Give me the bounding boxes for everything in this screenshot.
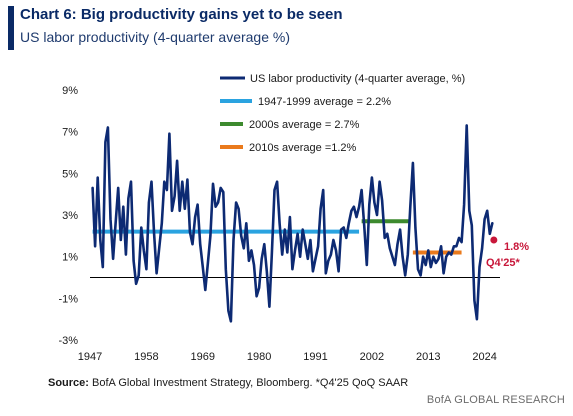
chart-subtitle: US labor productivity (4-quarter average… xyxy=(20,29,291,45)
y-tick-label: 9% xyxy=(62,85,78,97)
y-tick-label: 3% xyxy=(62,210,78,222)
x-tick-label: 2024 xyxy=(472,351,496,363)
source-note: Source: BofA Global Investment Strategy,… xyxy=(48,377,408,389)
brand-label: BofA GLOBAL RESEARCH xyxy=(426,394,565,406)
y-tick-label: -1% xyxy=(58,293,78,305)
chart-title: Chart 6: Big productivity gains yet to b… xyxy=(20,6,343,23)
series-line-us-labor-productivity xyxy=(91,124,494,323)
annotation-value: 1.8% xyxy=(504,241,529,253)
x-tick-label: 2002 xyxy=(360,351,384,363)
source-text: BofA Global Investment Strategy, Bloombe… xyxy=(88,377,409,389)
y-tick-label: 1% xyxy=(62,252,78,264)
y-tick-label: 7% xyxy=(62,127,78,139)
y-tick-label: -3% xyxy=(58,335,78,347)
x-tick-label: 1969 xyxy=(191,351,215,363)
x-tick-label: 1947 xyxy=(78,351,102,363)
legend-label: 2000s average = 2.7% xyxy=(249,119,360,131)
x-tick-label: 1958 xyxy=(134,351,158,363)
legend-label: 1947-1999 average = 2.2% xyxy=(258,96,391,108)
legend-label: 2010s average =1.2% xyxy=(249,142,357,154)
y-tick-label: 5% xyxy=(62,168,78,180)
legend-label: US labor productivity (4-quarter average… xyxy=(250,73,465,85)
x-tick-label: 1980 xyxy=(247,351,271,363)
x-tick-label: 2013 xyxy=(416,351,440,363)
source-label: Source: xyxy=(48,377,89,389)
annotation-period: Q4'25* xyxy=(486,257,521,269)
title-accent-bar xyxy=(8,6,14,50)
annotation-marker xyxy=(490,236,498,244)
x-tick-label: 1991 xyxy=(303,351,327,363)
